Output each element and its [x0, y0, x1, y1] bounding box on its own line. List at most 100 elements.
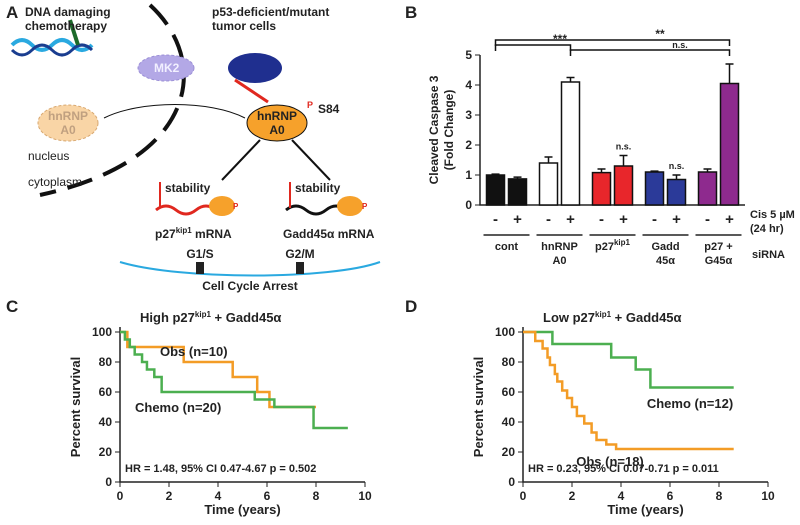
diagram-text: G1/S	[186, 247, 213, 261]
diagram-text: A0	[269, 123, 285, 137]
treatment-label: -	[705, 211, 710, 228]
diagram-text: DNA damaging	[25, 5, 111, 19]
survival-curve	[120, 330, 348, 430]
treatment-label: -	[599, 211, 604, 228]
x-tick-label: 10	[358, 489, 372, 503]
bracket	[494, 39, 731, 46]
bar	[719, 82, 740, 206]
x-tick-label: cont	[495, 241, 519, 253]
bracket	[494, 44, 572, 51]
treatment-label: +	[513, 211, 522, 228]
text-part: + Gadd45α	[211, 310, 282, 325]
y-tick-label: 1	[465, 168, 472, 182]
text-part: kip1	[176, 226, 193, 235]
x-tick-label: Gadd	[651, 241, 679, 253]
diagram-text: S84	[318, 102, 340, 116]
x-axis-label: Time (years)	[607, 502, 683, 517]
chart-title: High p27kip1 + Gadd45α	[140, 310, 281, 325]
mk2	[228, 53, 282, 83]
x-tick-label: 4	[215, 489, 222, 503]
mrna	[285, 204, 347, 216]
y-tick-label: 3	[465, 108, 472, 122]
bracket	[569, 49, 731, 56]
diagram-text: stability	[165, 181, 211, 195]
diagram-text: Cell Cycle Arrest	[202, 279, 298, 293]
bar	[697, 171, 718, 206]
y-tick-label: 0	[465, 198, 472, 212]
arrow	[221, 139, 261, 181]
hnrnp-small	[337, 196, 363, 216]
diagram-text: p53-deficient/mutant	[212, 5, 329, 19]
y-tick-label: 0	[508, 475, 515, 489]
dna	[10, 43, 94, 57]
diagram-text: Gadd45α mRNA	[283, 227, 375, 241]
hnrnp	[246, 104, 308, 142]
nuclear-membrane	[39, 3, 186, 197]
panel-label: C	[6, 297, 18, 316]
annotation: **	[655, 27, 665, 41]
y-tick-label: 2	[465, 138, 472, 152]
x-tick-label: 2	[166, 489, 173, 503]
text-part: mRNA	[192, 227, 232, 241]
error-bar	[619, 154, 628, 166]
x-tick-label: 6	[264, 489, 271, 503]
y-tick-label: 60	[502, 385, 516, 399]
diagram-text: P	[362, 202, 368, 211]
treatment-title: (24 hr)	[750, 223, 784, 235]
text-part: kip1	[614, 238, 631, 247]
error-bar	[513, 176, 522, 179]
diagram-text: nucleus	[28, 149, 69, 163]
drug	[68, 19, 80, 46]
diagram-text: P	[307, 100, 313, 110]
cell-cycle	[119, 261, 381, 277]
annotation: n.s.	[672, 40, 688, 50]
y-tick-label: 80	[502, 355, 516, 369]
x-tick-label: 6	[667, 489, 674, 503]
mrna	[155, 204, 217, 216]
x-tick-label: A0	[552, 255, 566, 267]
y-tick-label: 5	[465, 48, 472, 62]
text-part: Low p27	[543, 310, 595, 325]
arrow	[291, 139, 331, 181]
annotation: n.s.	[616, 142, 632, 152]
series-label: Obs (n=18)	[576, 454, 644, 469]
error-bar	[672, 174, 681, 180]
panel-label: D	[405, 297, 417, 316]
panel-label: B	[405, 3, 417, 22]
diagram-text: chemotherapy	[25, 19, 107, 33]
diagram	[10, 3, 381, 277]
y-tick-label: 100	[495, 325, 515, 339]
annotation: HR = 0.23, 95% CI 0.07-0.71 p = 0.011	[528, 463, 719, 475]
y-tick-label: 20	[99, 445, 113, 459]
text-part: kip1	[595, 310, 612, 319]
y-tick-label: 100	[92, 325, 112, 339]
bar	[538, 162, 559, 206]
checkpoint	[196, 262, 204, 274]
bar	[507, 178, 528, 206]
text-part: p27	[595, 241, 614, 253]
text-part: p27	[155, 227, 176, 241]
annotation: ***	[553, 32, 567, 46]
arrow	[234, 78, 269, 104]
x-tick-label: 8	[716, 489, 723, 503]
annotation: n.s.	[669, 161, 685, 171]
diagram-text: MK2	[154, 61, 180, 75]
x-tick-label: 0	[520, 489, 527, 503]
y-tick-label: 40	[502, 415, 516, 429]
x-tick-label: G45α	[705, 255, 733, 267]
dna	[10, 38, 94, 52]
bar	[560, 81, 581, 206]
text-part: High p27	[140, 310, 195, 325]
diagram-text: hnRNP	[257, 109, 297, 123]
treatment-label: +	[672, 211, 681, 228]
error-bar	[725, 63, 734, 84]
error-bar	[650, 170, 659, 172]
annotation: HR = 1.48, 95% CI 0.47-4.67 p = 0.502	[125, 463, 316, 475]
error-bar	[566, 76, 575, 82]
group-title: siRNA	[752, 249, 785, 261]
diagram-text: tumor cells	[212, 19, 276, 33]
treatment-label: -	[652, 211, 657, 228]
y-axis-label: (Fold Change)	[442, 90, 456, 171]
